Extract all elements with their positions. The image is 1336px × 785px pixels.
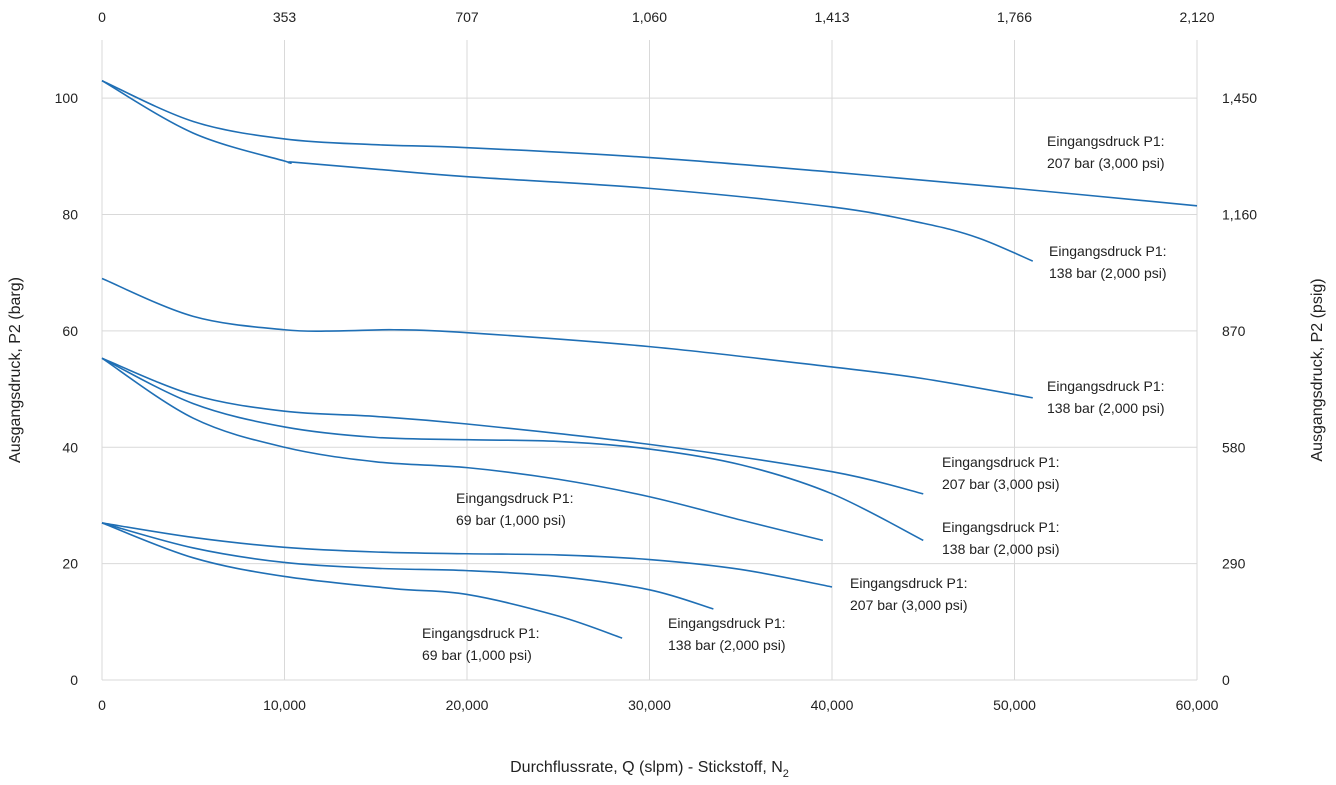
- series-label-line: Eingangsdruck P1:: [1047, 133, 1165, 149]
- series-label-line: Eingangsdruck P1:: [1047, 378, 1165, 394]
- y-axis-title: Ausgangsdruck, P2 (barg): [7, 277, 24, 463]
- series-label-line: 138 bar (2,000 psi): [1047, 400, 1165, 416]
- x-tick-label-1: 10,000: [263, 697, 306, 713]
- annotations: Eingangsdruck P1: 207 bar (3,000 psi)Eing…: [422, 133, 1167, 663]
- series-label-4: Eingangsdruck P1: 138 bar (2,000 psi): [942, 519, 1060, 557]
- x2-tick-label-3: 1,060: [632, 9, 667, 25]
- x-tick-label-0: 0: [98, 697, 106, 713]
- x-tick-label-3: 30,000: [628, 697, 671, 713]
- y-tick-label-4: 80: [62, 207, 78, 223]
- series-label-line: 138 bar (2,000 psi): [668, 637, 786, 653]
- series-label-line: 138 bar (2,000 psi): [942, 541, 1060, 557]
- x-tick-label-5: 50,000: [993, 697, 1036, 713]
- series-label-line: Eingangsdruck P1:: [1049, 243, 1167, 259]
- series-label-line: Eingangsdruck P1:: [456, 490, 574, 506]
- gridlines: [101, 40, 1198, 681]
- x2-tick-label-1: 353: [273, 9, 297, 25]
- series-line-1: [101, 80, 1034, 262]
- series-label-8: Eingangsdruck P1: 69 bar (1,000 psi): [422, 625, 540, 663]
- series-label-line: Eingangsdruck P1:: [942, 454, 1060, 470]
- series-label-line: 207 bar (3,000 psi): [942, 476, 1060, 492]
- series-line-5: [101, 357, 824, 542]
- series-label-line: Eingangsdruck P1:: [668, 615, 786, 631]
- series-label-line: Eingangsdruck P1:: [850, 575, 968, 591]
- x2-tick-label-6: 2,120: [1179, 9, 1214, 25]
- y-tick-label-0: 0: [70, 672, 78, 688]
- series-label-1: Eingangsdruck P1: 138 bar (2,000 psi): [1049, 243, 1167, 281]
- y2-tick-label-1: 290: [1222, 556, 1246, 572]
- series-label-line: 207 bar (3,000 psi): [850, 597, 968, 613]
- series-label-6: Eingangsdruck P1: 207 bar (3,000 psi): [850, 575, 968, 613]
- series-label-line: 138 bar (2,000 psi): [1049, 265, 1167, 281]
- x2-tick-label-0: 0: [98, 9, 106, 25]
- y2-axis-title: Ausgangsdruck, P2 (psig): [1309, 278, 1326, 461]
- series-line-6: [101, 522, 833, 588]
- x-tick-label-2: 20,000: [446, 697, 489, 713]
- series-line-7: [101, 522, 714, 610]
- series-label-3: Eingangsdruck P1: 207 bar (3,000 psi): [942, 454, 1060, 492]
- x-axis-title: Durchflussrate, Q (slpm) - Stickstoff, N…: [510, 759, 789, 780]
- series-label-2: Eingangsdruck P1: 138 bar (2,000 psi): [1047, 378, 1165, 416]
- y-tick-label-5: 100: [55, 90, 79, 106]
- series-label-line: 69 bar (1,000 psi): [422, 647, 532, 663]
- y2-tick-label-2: 580: [1222, 439, 1246, 455]
- series-label-line: 69 bar (1,000 psi): [456, 512, 566, 528]
- y2-tick-label-4: 1,160: [1222, 207, 1257, 223]
- curves: [101, 79, 1198, 639]
- series-label-0: Eingangsdruck P1: 207 bar (3,000 psi): [1047, 133, 1165, 171]
- series-label-7: Eingangsdruck P1: 138 bar (2,000 psi): [668, 615, 786, 653]
- y2-tick-label-0: 0: [1222, 672, 1230, 688]
- x2-tick-label-5: 1,766: [997, 9, 1032, 25]
- series-line-2: [101, 277, 1033, 399]
- series-line-0: [101, 79, 1198, 207]
- x2-tick-label-2: 707: [455, 9, 479, 25]
- y-tick-label-3: 60: [62, 323, 78, 339]
- y-tick-label-1: 20: [62, 556, 78, 572]
- x2-tick-label-4: 1,413: [814, 9, 849, 25]
- y2-tick-label-5: 1,450: [1222, 90, 1257, 106]
- series-label-line: Eingangsdruck P1:: [422, 625, 540, 641]
- x-axis-title-main: Durchflussrate, Q (slpm) - Stickstoff, N: [510, 759, 783, 776]
- x-axis-title-subscript: 2: [783, 768, 789, 780]
- x-tick-label-6: 60,000: [1176, 697, 1219, 713]
- series-line-3: [101, 357, 924, 495]
- series-label-line: Eingangsdruck P1:: [942, 519, 1060, 535]
- y-tick-label-2: 40: [62, 439, 78, 455]
- series-line-8: [101, 522, 623, 639]
- series-label-5: Eingangsdruck P1: 69 bar (1,000 psi): [456, 490, 574, 528]
- series-label-line: 207 bar (3,000 psi): [1047, 155, 1165, 171]
- series-line-4: [101, 357, 924, 542]
- y2-tick-label-3: 870: [1222, 323, 1246, 339]
- x-tick-label-4: 40,000: [811, 697, 854, 713]
